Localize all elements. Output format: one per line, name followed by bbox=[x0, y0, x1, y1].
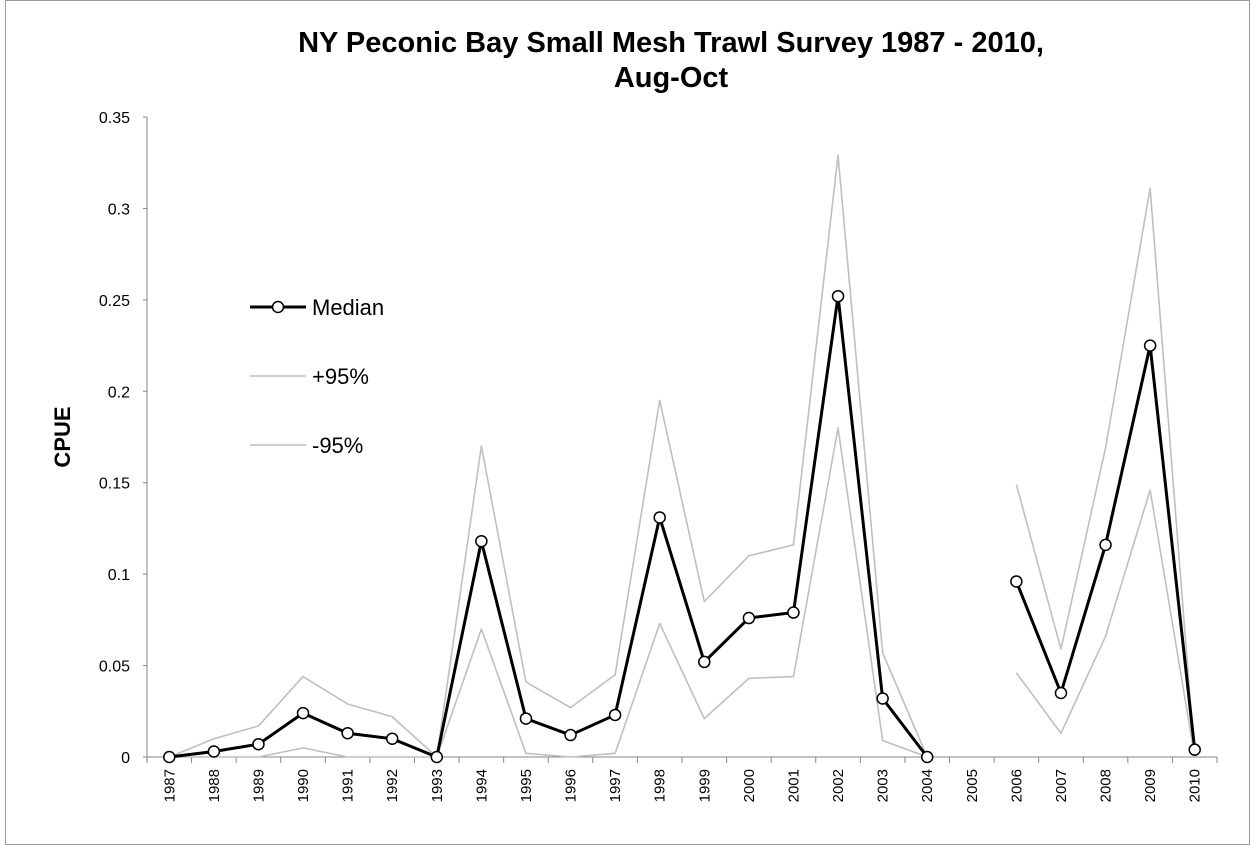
x-tick-label: 2008 bbox=[1098, 769, 1115, 802]
data-point bbox=[920, 750, 934, 764]
legend-label: +95% bbox=[312, 364, 369, 389]
data-point bbox=[430, 750, 444, 764]
x-tick-label: 1991 bbox=[340, 769, 357, 802]
y-tick-label: 0 bbox=[121, 750, 130, 767]
x-tick-label: 1997 bbox=[607, 769, 624, 802]
x-tick-label: 1987 bbox=[161, 769, 178, 802]
data-point bbox=[385, 732, 399, 745]
data-point bbox=[564, 728, 577, 742]
x-tick-label: 1995 bbox=[518, 769, 535, 802]
y-tick-label: 0.15 bbox=[99, 476, 130, 493]
chart-frame bbox=[5, 0, 1250, 845]
x-tick-label: 2006 bbox=[1008, 769, 1025, 802]
data-point bbox=[876, 692, 889, 705]
data-point bbox=[831, 289, 845, 303]
data-point bbox=[1054, 686, 1068, 700]
data-point bbox=[207, 745, 221, 758]
x-tick-label: 2001 bbox=[785, 769, 802, 802]
y-tick-label: 0.1 bbox=[108, 567, 130, 584]
y-tick-label: 0.35 bbox=[99, 110, 130, 127]
x-tick-label: 1989 bbox=[250, 769, 267, 802]
data-point bbox=[1188, 743, 1201, 756]
data-point bbox=[742, 611, 756, 625]
x-tick-label: 2009 bbox=[1142, 769, 1159, 802]
data-point bbox=[608, 708, 622, 722]
y-tick-label: 0.05 bbox=[99, 659, 130, 676]
x-tick-label: 2010 bbox=[1187, 769, 1204, 802]
x-tick-label: 2007 bbox=[1053, 769, 1070, 802]
x-tick-label: 2005 bbox=[964, 769, 981, 802]
legend-label: -95% bbox=[312, 433, 363, 458]
data-point bbox=[519, 712, 533, 725]
x-tick-label: 1994 bbox=[473, 769, 490, 802]
data-point bbox=[1143, 339, 1157, 352]
series-line bbox=[168, 154, 1196, 758]
x-tick-label: 1990 bbox=[295, 769, 312, 802]
y-tick-label: 0.3 bbox=[108, 201, 130, 218]
x-tick-label: 2004 bbox=[919, 769, 936, 802]
x-tick-label: 1992 bbox=[384, 769, 401, 802]
data-point bbox=[1099, 538, 1112, 552]
data-point bbox=[1010, 575, 1023, 588]
data-point bbox=[296, 706, 310, 720]
x-tick-label: 2002 bbox=[830, 769, 847, 802]
data-point bbox=[163, 750, 176, 764]
data-point bbox=[787, 606, 800, 619]
x-tick-label: 1996 bbox=[563, 769, 580, 802]
data-point bbox=[252, 737, 265, 751]
x-tick-label: 1999 bbox=[696, 769, 713, 802]
y-tick-label: 0.25 bbox=[99, 293, 130, 310]
x-tick-label: 1993 bbox=[429, 769, 446, 802]
x-tick-label: 1998 bbox=[652, 769, 669, 802]
data-point bbox=[341, 726, 354, 740]
x-tick-label: 2003 bbox=[875, 769, 892, 802]
chart-title: Aug-Oct bbox=[614, 62, 729, 94]
series-line bbox=[169, 427, 1196, 758]
y-axis-label: CPUE bbox=[50, 406, 75, 467]
data-point bbox=[653, 511, 666, 524]
x-tick-label: 1988 bbox=[206, 769, 223, 802]
legend-marker bbox=[271, 300, 285, 314]
data-point bbox=[475, 534, 488, 548]
chart-title: NY Peconic Bay Small Mesh Trawl Survey 1… bbox=[298, 27, 1044, 59]
data-point bbox=[698, 655, 711, 669]
legend-label: Median bbox=[312, 295, 384, 320]
x-tick-label: 2000 bbox=[741, 769, 758, 802]
y-tick-label: 0.2 bbox=[108, 384, 130, 401]
